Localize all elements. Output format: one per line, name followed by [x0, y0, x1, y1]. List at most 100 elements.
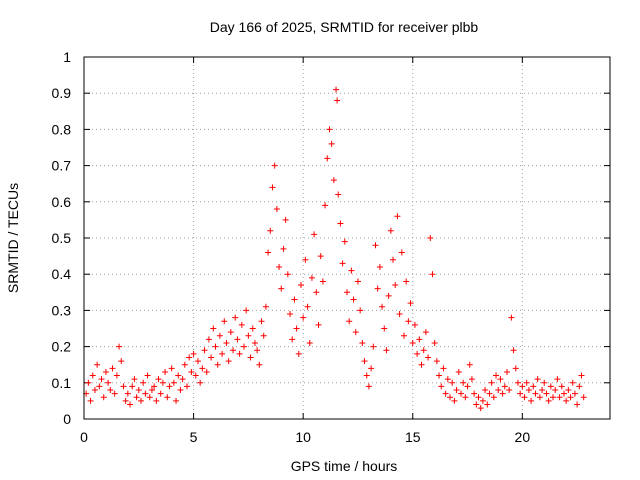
- data-point: [122, 397, 129, 404]
- data-point: [131, 376, 138, 383]
- data-point: [216, 332, 223, 339]
- data-point: [256, 361, 263, 368]
- data-point: [144, 372, 151, 379]
- data-point: [148, 387, 155, 394]
- data-point: [405, 318, 412, 325]
- data-point: [306, 339, 313, 346]
- data-point: [499, 390, 506, 397]
- data-point: [383, 347, 390, 354]
- data-point: [541, 379, 548, 386]
- data-point: [525, 387, 532, 394]
- data-point: [113, 372, 120, 379]
- data-point: [390, 256, 397, 263]
- y-tick-label: 0.2: [52, 339, 72, 355]
- data-point: [532, 390, 539, 397]
- data-point: [493, 372, 500, 379]
- data-point: [374, 285, 381, 292]
- data-point: [543, 390, 550, 397]
- data-point: [420, 347, 427, 354]
- data-point: [159, 379, 166, 386]
- data-point: [100, 394, 107, 401]
- data-point: [567, 394, 574, 401]
- x-tick-label: 20: [515, 429, 531, 445]
- data-point: [227, 329, 234, 336]
- data-point: [453, 387, 460, 394]
- data-point: [205, 336, 212, 343]
- data-point: [346, 318, 353, 325]
- data-point: [444, 376, 451, 383]
- data-point: [249, 325, 256, 332]
- data-point: [475, 394, 482, 401]
- data-point: [234, 336, 241, 343]
- data-point: [194, 358, 201, 365]
- data-point: [151, 383, 158, 390]
- data-point: [214, 361, 221, 368]
- data-point: [197, 379, 204, 386]
- data-point: [177, 387, 184, 394]
- data-point: [398, 249, 405, 256]
- data-point: [190, 350, 197, 357]
- data-point: [208, 354, 215, 361]
- data-point: [118, 358, 125, 365]
- data-point: [201, 347, 208, 354]
- data-point: [344, 289, 350, 296]
- data-point: [425, 354, 432, 361]
- data-point: [455, 368, 462, 375]
- data-point: [466, 361, 473, 368]
- data-point: [297, 282, 304, 289]
- data-point: [109, 365, 116, 372]
- y-tick-label: 0.7: [52, 158, 72, 174]
- data-point: [87, 397, 94, 404]
- data-point: [221, 318, 228, 325]
- data-point: [482, 387, 489, 394]
- data-point: [416, 336, 423, 343]
- data-point: [414, 350, 421, 357]
- data-point: [129, 383, 136, 390]
- data-point: [287, 311, 294, 318]
- data-point: [490, 394, 497, 401]
- data-point: [225, 358, 232, 365]
- data-point: [409, 339, 416, 346]
- data-point: [173, 397, 180, 404]
- data-point: [471, 390, 478, 397]
- data-point: [433, 358, 440, 365]
- data-point: [240, 343, 247, 350]
- data-point: [311, 231, 318, 238]
- data-point: [385, 292, 392, 299]
- data-point: [210, 325, 217, 332]
- data-point: [407, 300, 414, 307]
- data-point: [539, 387, 546, 394]
- data-point: [418, 361, 425, 368]
- data-point: [361, 358, 368, 365]
- data-point: [523, 379, 530, 386]
- data-point: [155, 376, 162, 383]
- data-point: [438, 383, 445, 390]
- data-point: [497, 376, 504, 383]
- data-point: [357, 307, 364, 314]
- data-point: [308, 274, 315, 281]
- data-point: [170, 379, 177, 386]
- data-point: [328, 140, 335, 147]
- data-point: [142, 390, 149, 397]
- data-point: [400, 332, 407, 339]
- data-point: [105, 379, 112, 386]
- data-point: [422, 329, 429, 336]
- data-point: [554, 376, 561, 383]
- x-tick-label: 0: [80, 429, 88, 445]
- data-point: [571, 390, 578, 397]
- data-point: [315, 321, 322, 328]
- data-point: [153, 397, 160, 404]
- data-point: [184, 383, 191, 390]
- data-point: [291, 296, 298, 303]
- data-point: [576, 383, 583, 390]
- data-point: [289, 336, 296, 343]
- data-point: [359, 339, 366, 346]
- y-tick-label: 1: [63, 49, 71, 65]
- data-point: [508, 314, 515, 321]
- data-point: [98, 376, 105, 383]
- data-point: [479, 397, 486, 404]
- data-point: [282, 216, 289, 223]
- data-point: [324, 155, 331, 162]
- data-point: [199, 365, 206, 372]
